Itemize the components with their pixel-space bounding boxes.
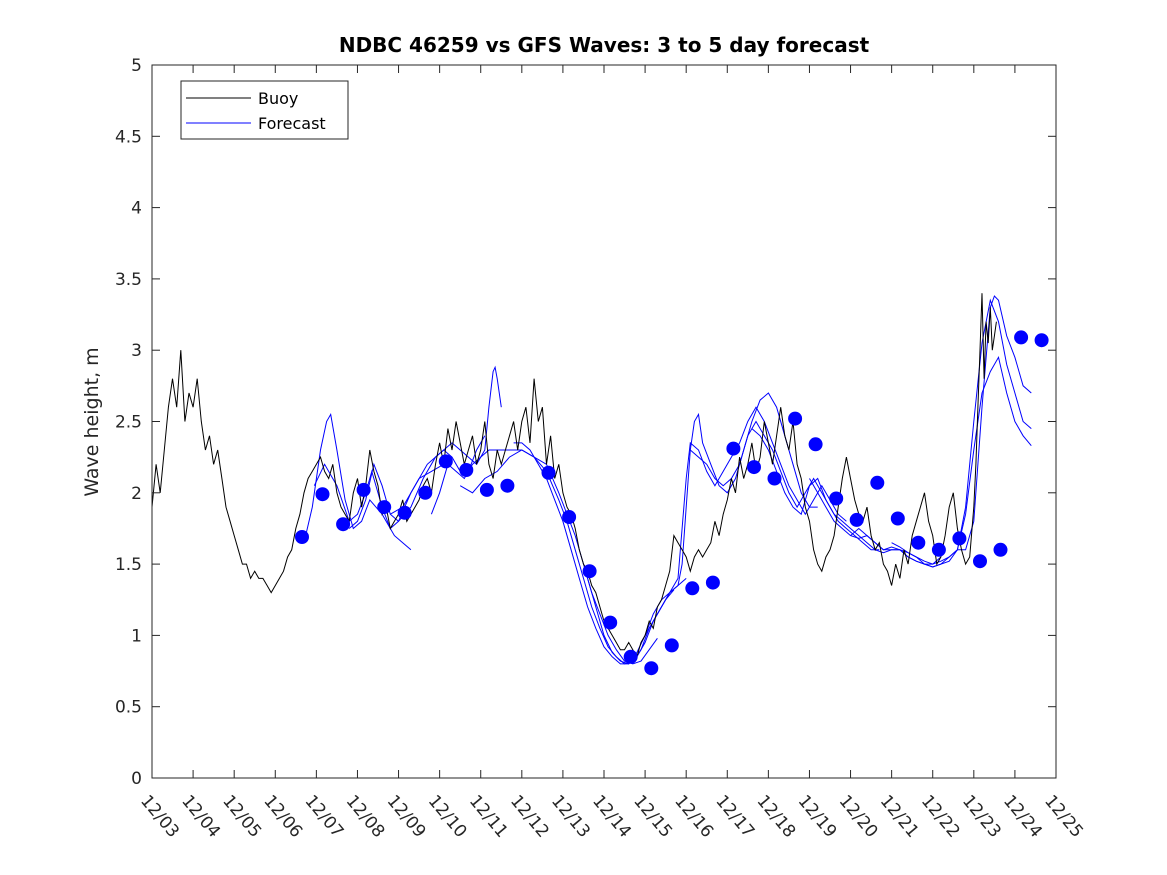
- forecast-marker-21: [726, 441, 741, 456]
- plot-background: [152, 65, 1056, 778]
- x-tick-label: 12/12: [506, 791, 553, 841]
- x-tick-label: 12/22: [917, 791, 964, 841]
- forecast-marker-33: [973, 554, 987, 569]
- forecast-marker-25: [808, 437, 823, 452]
- forecast-line-10: [689, 420, 880, 551]
- plot-area: [152, 65, 1056, 778]
- forecast-marker-35: [1014, 330, 1029, 345]
- y-tick-label: 2.5: [115, 413, 142, 433]
- y-tick-label: 1.5: [115, 555, 142, 575]
- legend: Buoy Forecast: [180, 80, 349, 140]
- x-tick-label: 12/19: [794, 791, 841, 841]
- forecast-marker-18: [664, 638, 679, 653]
- x-tick-label: 12/24: [999, 791, 1046, 841]
- forecast-marker-23: [767, 471, 782, 486]
- forecast-marker-28: [870, 475, 885, 490]
- forecast-marker-26: [829, 491, 844, 506]
- x-tick-labels: 12/0312/0412/0512/0612/0712/0812/0912/10…: [136, 791, 1087, 841]
- y-tick-label: 1: [131, 626, 142, 646]
- forecast-marker-24: [788, 411, 803, 426]
- forecast-marker-12: [541, 465, 556, 480]
- forecast-marker-16: [623, 649, 638, 664]
- y-tick-labels: 0 0.5 1 1.5 2 2.5 3 3.5 4 4.5 5: [115, 56, 142, 789]
- forecast-marker-2: [315, 487, 330, 502]
- forecast-marker-29: [890, 511, 905, 526]
- forecast-line-1: [303, 412, 412, 551]
- x-tick-label: 12/20: [835, 791, 882, 841]
- x-tick-label: 12/14: [588, 791, 635, 841]
- forecast-marker-11: [500, 478, 515, 493]
- y-tick-label: 4.5: [115, 127, 142, 147]
- forecast-marker-9: [459, 463, 474, 477]
- ticks-layer: [151, 64, 1057, 779]
- chart-title: NDBC 46259 vs GFS Waves: 3 to 5 day fore…: [339, 33, 870, 57]
- forecast-marker-6: [397, 505, 412, 520]
- forecast-marker-1: [295, 530, 309, 544]
- forecast-marker-3: [336, 517, 351, 532]
- x-tick-label: 12/03: [136, 791, 183, 841]
- forecast-marker-4: [356, 482, 371, 497]
- x-tick-label: 12/04: [177, 791, 224, 841]
- y-tick-label: 3: [131, 341, 142, 361]
- x-tick-label: 12/09: [383, 791, 430, 841]
- forecast-marker-34: [993, 542, 1008, 557]
- x-tick-label: 12/05: [218, 791, 265, 841]
- x-tick-label: 12/13: [547, 791, 594, 841]
- x-tick-label: 12/11: [465, 791, 512, 841]
- forecast-marker-15: [603, 615, 618, 630]
- x-tick-label: 12/10: [424, 791, 471, 841]
- x-tick-label: 12/15: [629, 791, 676, 841]
- y-tick-label: 4: [131, 199, 142, 219]
- x-tick-label: 12/08: [342, 791, 389, 841]
- x-tick-label: 12/07: [301, 791, 348, 841]
- forecast-marker-13: [562, 510, 577, 524]
- y-axis-label: Wave height, m: [81, 347, 103, 496]
- forecast-marker-20: [705, 575, 720, 590]
- forecast-marker-17: [644, 661, 659, 676]
- x-tick-label: 12/21: [876, 791, 923, 841]
- forecast-marker-5: [377, 500, 392, 515]
- forecast-line-9: [644, 406, 847, 636]
- y-tick-label: 0: [131, 769, 142, 789]
- forecast-line-6: [459, 449, 675, 665]
- forecast-marker-14: [582, 564, 597, 579]
- y-tick-label: 5: [131, 56, 142, 76]
- x-tick-label: 12/06: [259, 791, 306, 841]
- forecast-line-4: [390, 365, 502, 515]
- forecast-marker-22: [747, 460, 761, 475]
- x-tick-label: 12/25: [1040, 791, 1087, 841]
- legend-box: [180, 80, 349, 140]
- x-tick-label: 12/18: [753, 791, 800, 841]
- forecast-marker-8: [438, 454, 453, 469]
- x-tick-label: 12/23: [958, 791, 1005, 841]
- y-tick-label: 0.5: [115, 698, 142, 718]
- forecast-marker-32: [952, 531, 967, 546]
- x-tick-label: 12/17: [711, 791, 758, 841]
- forecast-marker-36: [1034, 333, 1049, 348]
- y-tick-label: 3.5: [115, 270, 142, 290]
- legend-forecast-label: Forecast: [258, 114, 326, 133]
- forecast-marker-7: [418, 485, 433, 500]
- forecast-marker-30: [911, 535, 926, 550]
- forecast-marker-31: [931, 542, 946, 557]
- marker-layer: [295, 330, 1049, 676]
- legend-buoy-label: Buoy: [258, 89, 298, 108]
- forecast-line-12: [809, 295, 1032, 565]
- y-tick-label: 2: [131, 484, 142, 504]
- forecast-marker-19: [685, 581, 700, 596]
- x-tick-label: 12/16: [670, 791, 717, 841]
- forecast-marker-10: [479, 482, 494, 497]
- forecast-marker-27: [849, 512, 864, 527]
